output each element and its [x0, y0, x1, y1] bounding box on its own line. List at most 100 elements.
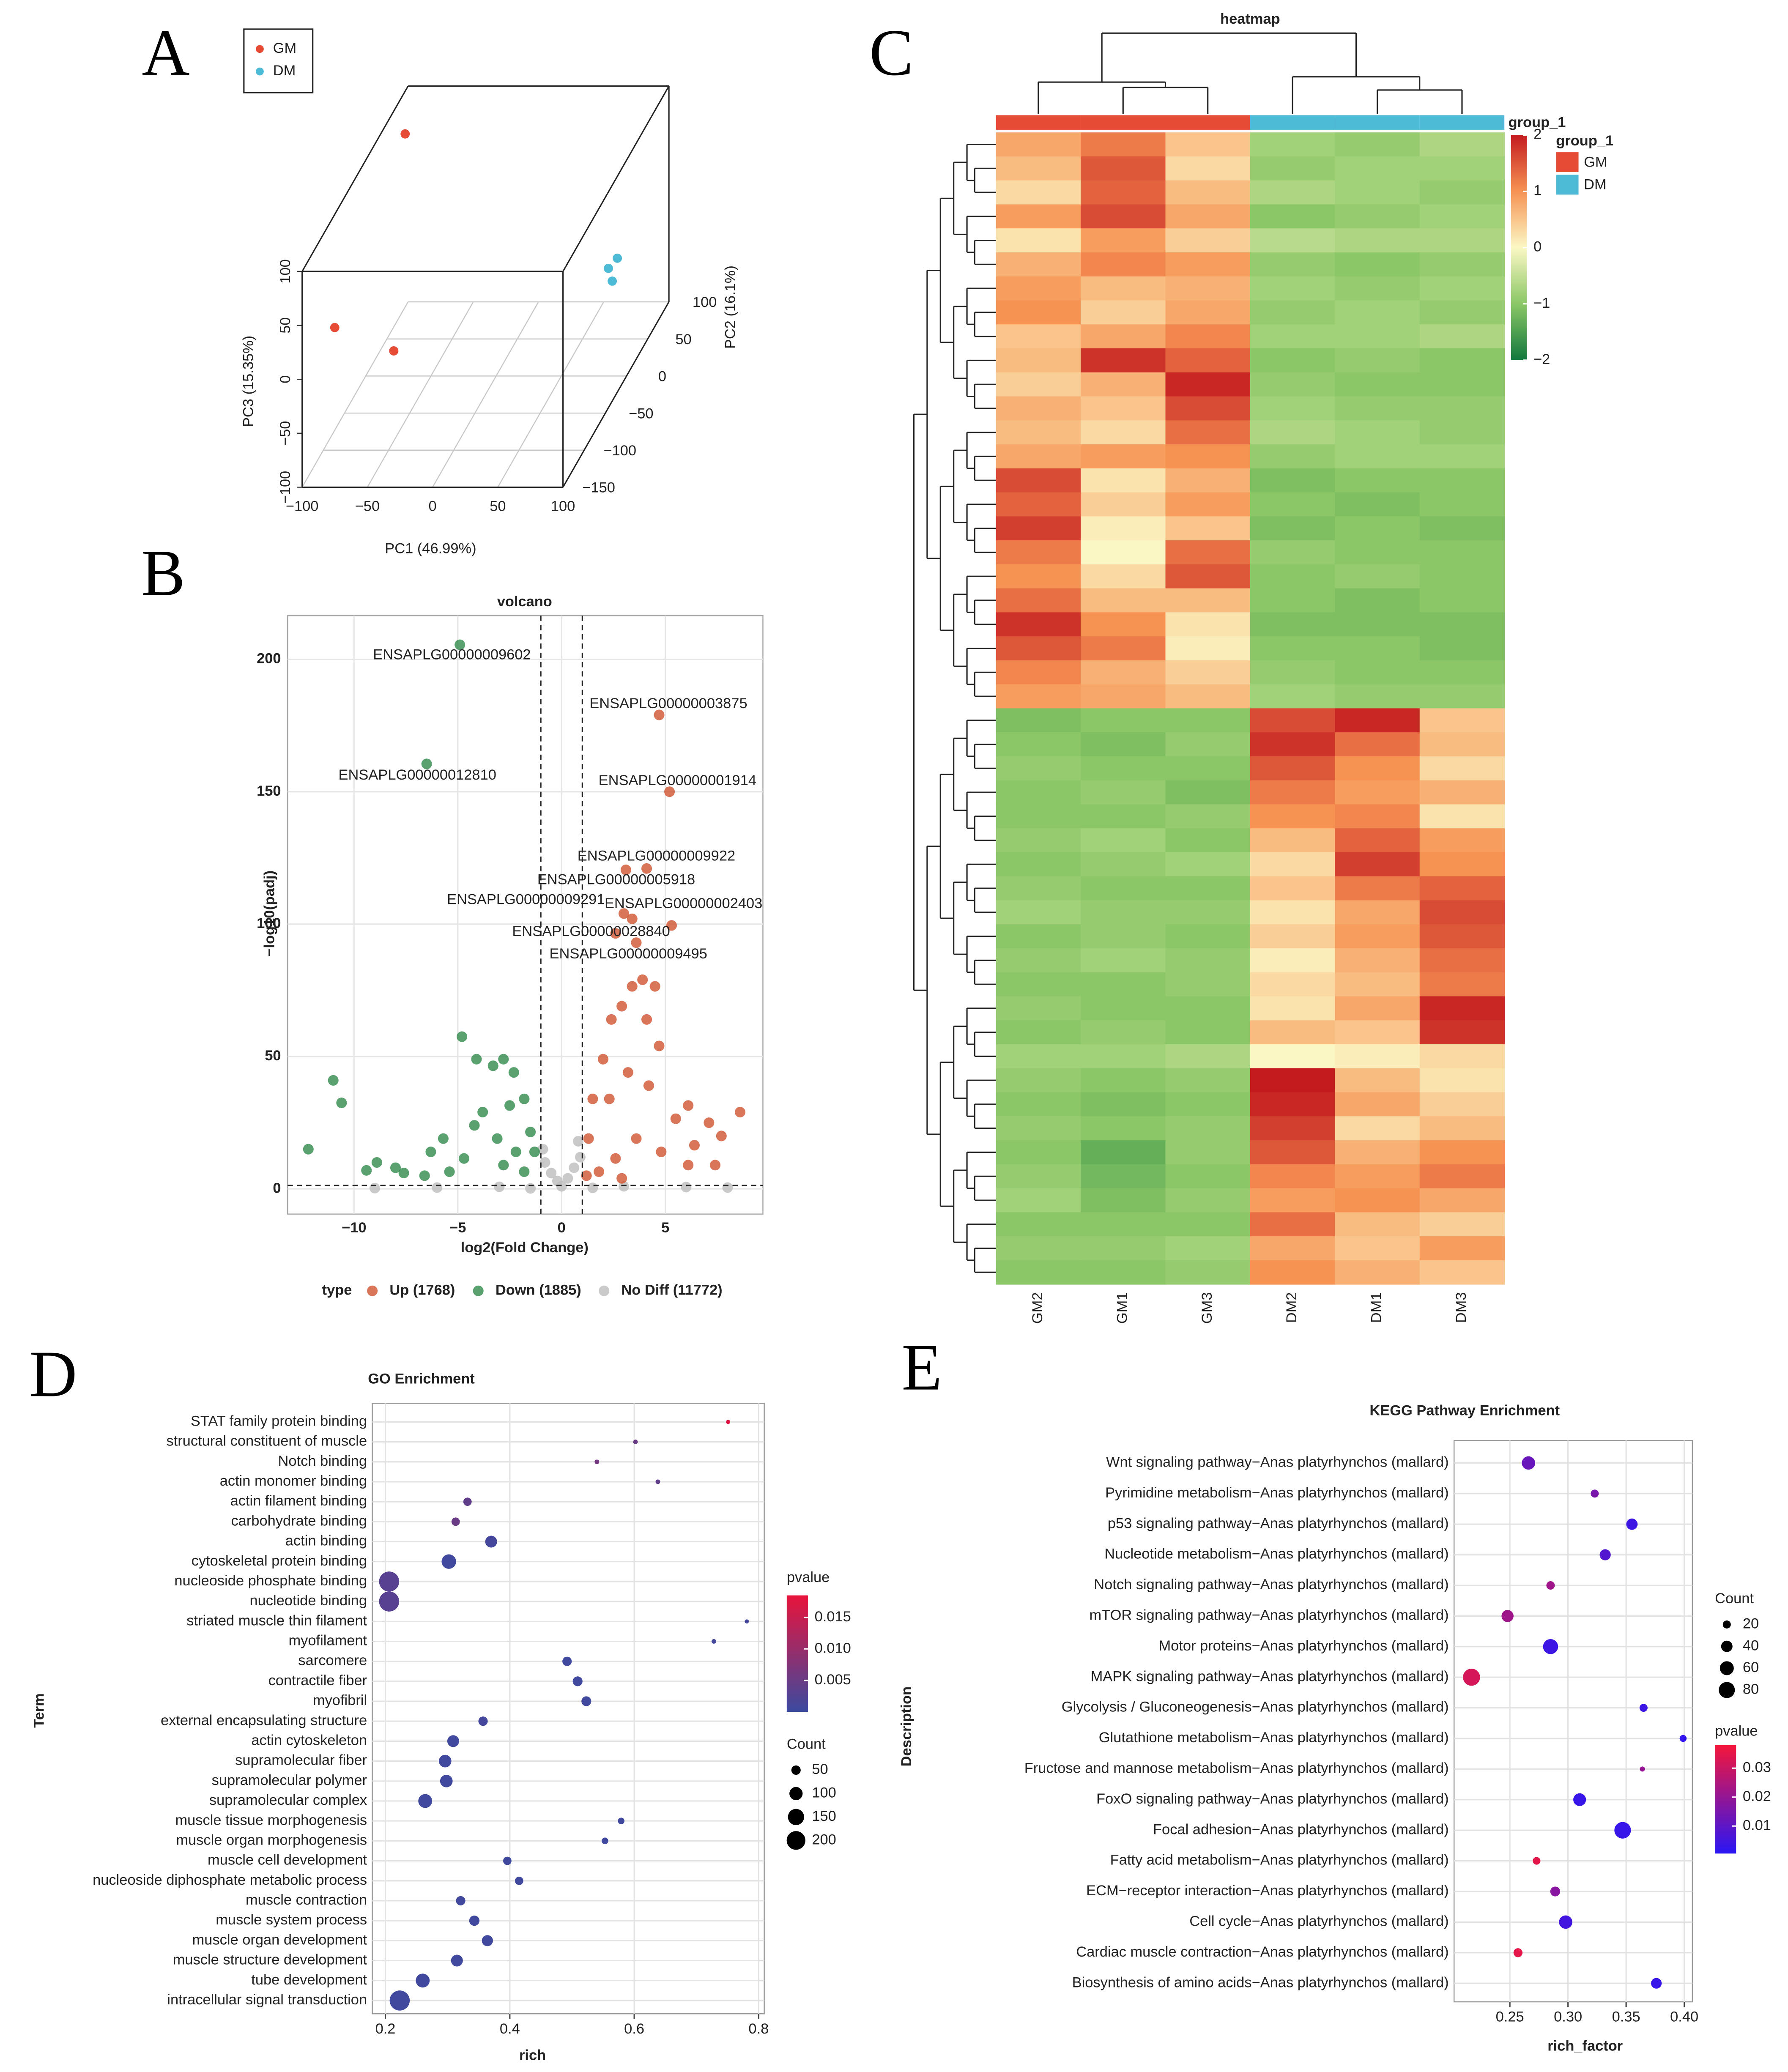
- colorbar-label: −2: [1533, 351, 1550, 367]
- term-label: tube development: [251, 1972, 367, 1988]
- heatmap-cell: [1165, 180, 1251, 205]
- heatmap-cell: [1335, 156, 1420, 181]
- heatmap-cell: [1335, 1260, 1420, 1285]
- heatmap-cell: [1165, 1092, 1251, 1117]
- size-legend-label: 150: [812, 1808, 836, 1824]
- heatmap-cell: [1419, 588, 1505, 613]
- point: [587, 1093, 598, 1104]
- heatmap-cell: [1335, 612, 1420, 637]
- heatmap-cell: [1335, 372, 1420, 397]
- heatmap-cell: [996, 660, 1081, 685]
- annotation: ENSAPLG00000009922: [578, 848, 735, 864]
- heatmap-cell: [1165, 924, 1251, 949]
- heatmap-cell: [1081, 756, 1166, 781]
- heatmap-cell: [1335, 1188, 1420, 1213]
- labeled-point: [620, 864, 631, 876]
- heatmap-cell: [1250, 468, 1336, 493]
- bubble: [447, 1735, 459, 1747]
- chart-title: KEGG Pathway Enrichment: [1369, 1402, 1560, 1418]
- heatmap-cell: [1250, 852, 1336, 877]
- size-legend-label: 200: [812, 1831, 836, 1848]
- y-tick-label: 0: [273, 1180, 281, 1196]
- term-label: Fructose and mannose metabolism−Anas pla…: [1024, 1760, 1449, 1776]
- heatmap-cell: [1419, 540, 1505, 565]
- heatmap-cell: [1165, 876, 1251, 901]
- point: [622, 1067, 633, 1078]
- heatmap-cell: [996, 732, 1081, 757]
- heatmap-cell: [1250, 564, 1336, 589]
- heatmap-cell: [996, 444, 1081, 469]
- labeled-point: [421, 758, 432, 769]
- heatmap-cell: [1081, 1068, 1166, 1093]
- colorbar-label: 1: [1533, 183, 1542, 199]
- colorbar-label: 0: [1533, 239, 1542, 255]
- heatmap-cell: [1081, 588, 1166, 613]
- labeled-point: [619, 908, 630, 919]
- term-label: striated muscle thin filament: [186, 1612, 367, 1629]
- point: [529, 1146, 540, 1158]
- point: [498, 1054, 509, 1065]
- heatmap-cell: [1335, 1164, 1420, 1189]
- heatmap-cell: [1250, 156, 1336, 181]
- bubble: [1639, 1704, 1648, 1712]
- heatmap-cell: [996, 636, 1081, 661]
- legend-swatch: [1556, 152, 1579, 172]
- size-legend-marker: [788, 1809, 804, 1826]
- heatmap-cell: [1335, 492, 1420, 517]
- heatmap-cell: [1081, 1020, 1166, 1045]
- x-axis-title: rich: [519, 2047, 546, 2064]
- heatmap-cell: [1250, 756, 1336, 781]
- point: [400, 129, 410, 139]
- annotation: ENSAPLG00000009602: [373, 646, 531, 662]
- heatmap-cell: [1165, 228, 1251, 253]
- annotation: ENSAPLG00000012810: [339, 767, 496, 783]
- heatmap-cell: [1165, 564, 1251, 589]
- point: [641, 1014, 652, 1025]
- bubble: [515, 1876, 523, 1885]
- point: [583, 1133, 594, 1144]
- heatmap-cell: [1335, 948, 1420, 973]
- point: [608, 276, 617, 286]
- point: [498, 1160, 509, 1171]
- bubble: [1599, 1549, 1611, 1560]
- heatmap-cell: [1165, 516, 1251, 541]
- heatmap-cell: [1081, 396, 1166, 421]
- point: [613, 253, 622, 263]
- term-label: actin binding: [285, 1533, 367, 1549]
- heatmap-cell: [1419, 468, 1505, 493]
- heatmap-cell: [1419, 1068, 1505, 1093]
- heatmap-cell: [1419, 684, 1505, 709]
- heatmap-cell: [1081, 612, 1166, 637]
- heatmap-cell: [1250, 276, 1336, 301]
- size-legend-label: 50: [812, 1761, 828, 1777]
- heatmap-cell: [1165, 852, 1251, 877]
- point: [610, 928, 621, 939]
- heatmap-cell: [1419, 444, 1505, 469]
- heatmap-cell: [1250, 540, 1336, 565]
- point: [371, 1157, 382, 1168]
- heatmap-cell: [1165, 540, 1251, 565]
- bubble: [1559, 1915, 1572, 1929]
- labeled-point: [455, 639, 465, 650]
- point: [656, 1146, 667, 1158]
- heatmap-cell: [1335, 924, 1420, 949]
- heatmap-cell: [1250, 1020, 1336, 1045]
- bubble: [1614, 1822, 1631, 1839]
- point: [722, 1182, 733, 1193]
- term-label: STAT family protein binding: [191, 1413, 367, 1429]
- point: [734, 1107, 745, 1118]
- heatmap-cell: [1081, 660, 1166, 685]
- heatmap-cell: [1165, 1044, 1251, 1069]
- heatmap-cell: [1081, 300, 1166, 325]
- point: [525, 1127, 536, 1138]
- term-label: Biosynthesis of amino acids−Anas platyrh…: [1072, 1974, 1449, 1990]
- annotation: ENSAPLG00000028840: [512, 923, 670, 939]
- colorbar-label: 0.010: [815, 1640, 851, 1656]
- legend-label: DM: [1584, 177, 1607, 193]
- heatmap-cell: [1419, 636, 1505, 661]
- x-tick-label: 0.30: [1554, 2009, 1582, 2025]
- y-tick-label: 50: [265, 1048, 281, 1064]
- heatmap-cell: [996, 876, 1081, 901]
- bubble: [485, 1536, 497, 1548]
- heatmap-cell: [996, 156, 1081, 181]
